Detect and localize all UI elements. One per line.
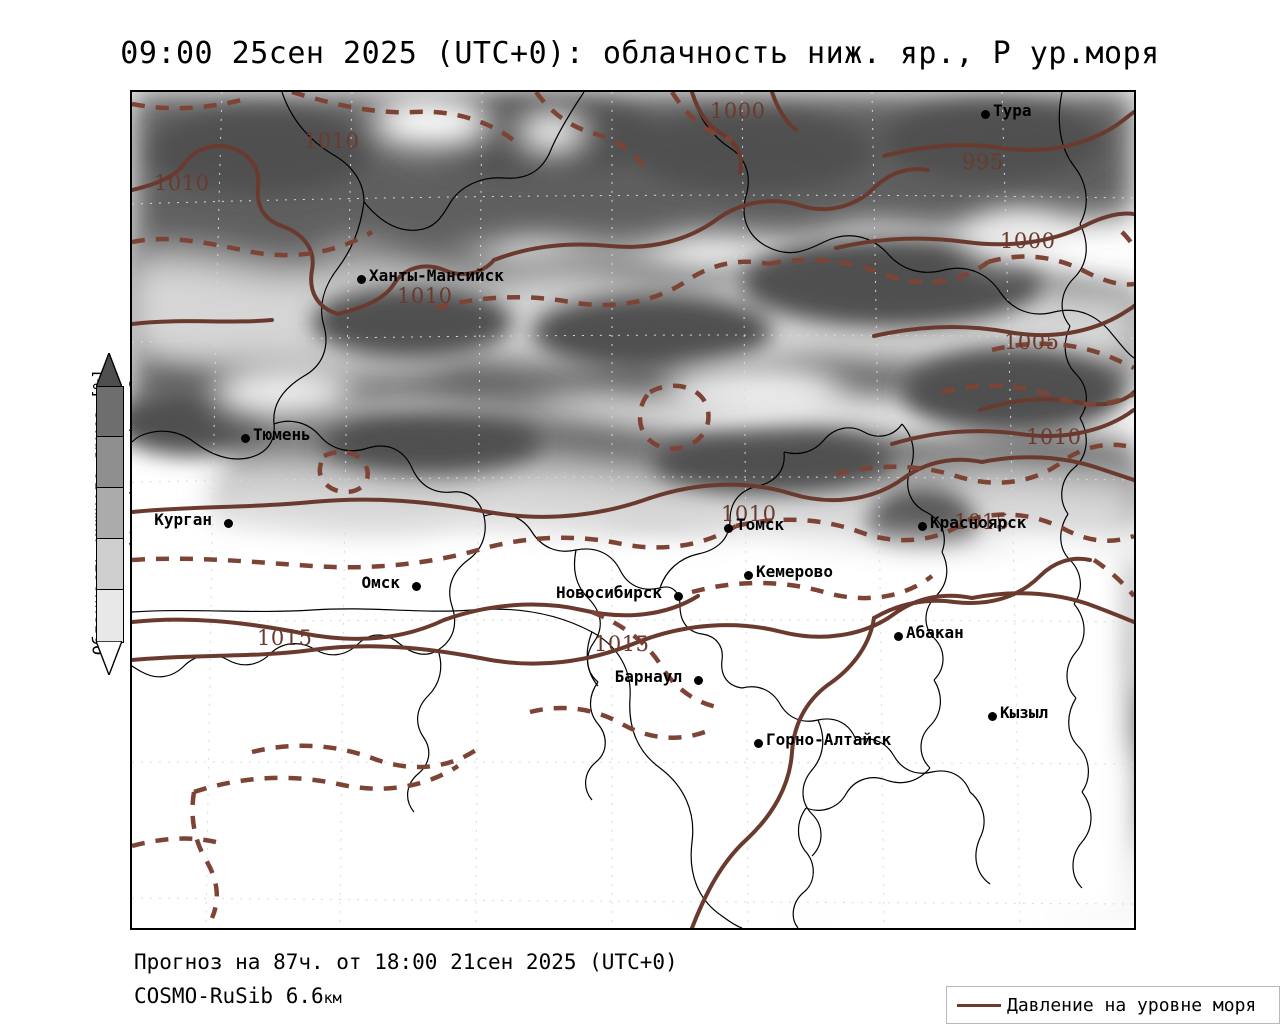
colorbar-segment-90 xyxy=(96,386,124,437)
colorbar-segment-10 xyxy=(96,589,124,643)
city-dot xyxy=(674,592,683,601)
city-dot xyxy=(724,524,733,533)
pressure-legend: Давление на уровне моря xyxy=(946,986,1280,1024)
model-unit: км xyxy=(323,989,342,1007)
city-label: Барнаул xyxy=(614,667,682,686)
pressure-line-swatch xyxy=(957,1003,1001,1007)
contour-label-1015-w: 1015 xyxy=(257,626,313,650)
city-dot xyxy=(988,712,997,721)
colorbar-segment-30 xyxy=(96,538,124,590)
city-label: Кемерово xyxy=(756,562,834,581)
map-layers xyxy=(132,92,1134,928)
city-dot xyxy=(412,582,421,591)
city-label: Горно-Алтайск xyxy=(766,730,892,749)
city-dot xyxy=(754,739,763,748)
city-label: Омск xyxy=(361,573,400,592)
colorbar-segment-50 xyxy=(96,487,124,539)
contour-label-1010-hm: 1010 xyxy=(397,284,453,308)
city-label: Тура xyxy=(993,101,1032,120)
city-label: Кызыл xyxy=(1000,703,1049,722)
contour-label-1015-krsk: 1015 xyxy=(954,510,1010,534)
city-label: Тюмень xyxy=(253,425,311,444)
city-dot xyxy=(224,519,233,528)
contour-label-1010-nw1: 1010 xyxy=(304,129,360,153)
city-label: Томск xyxy=(736,515,785,534)
city-dot xyxy=(357,275,366,284)
colorbar-top-arrow xyxy=(96,353,122,387)
city-dot xyxy=(894,632,903,641)
contour-label-1000-east: 1000 xyxy=(1000,229,1056,253)
contour-label-1015-c: 1015 xyxy=(594,632,650,656)
contour-label-1005: 1005 xyxy=(1004,330,1060,354)
isobars-solid xyxy=(132,92,1134,928)
city-label: Новосибирск xyxy=(556,583,662,602)
contour-label-995: 995 xyxy=(962,150,1004,174)
city-label: Курган xyxy=(154,510,212,529)
isobars-dashed xyxy=(132,92,1134,919)
city-label: Абакан xyxy=(906,623,964,642)
city-dot xyxy=(694,676,703,685)
city-dot xyxy=(918,522,927,531)
contour-label-1010-e: 1010 xyxy=(1026,425,1082,449)
colorbar-segment-70 xyxy=(96,436,124,488)
city-dot xyxy=(241,434,250,443)
city-dot xyxy=(744,571,753,580)
model-info: COSMO-RuSib 6.6км xyxy=(134,984,342,1008)
city-dot xyxy=(981,110,990,119)
forecast-info: Прогноз на 87ч. от 18:00 21сен 2025 (UTC… xyxy=(134,950,678,974)
city-label: Красноярск xyxy=(930,513,1027,532)
colorbar-body: 90 70 50 30 10 xyxy=(96,353,151,675)
city-label: Ханты-Мансийск xyxy=(369,266,504,285)
model-name: COSMO-RuSib 6.6 xyxy=(134,984,324,1008)
pressure-legend-label: Давление на уровне моря xyxy=(1007,994,1257,1016)
map-canvas: 1000 1010 995 1010 1000 1010 1005 1010 1… xyxy=(132,92,1134,928)
colorbar-bottom-arrow xyxy=(96,641,122,675)
contour-label-1000-north: 1000 xyxy=(710,99,766,123)
contour-label-1010-nw2: 1010 xyxy=(154,171,210,195)
contour-label-1010-tomsk: 1010 xyxy=(721,502,777,526)
page-title: 09:00 25сен 2025 (UTC+0): облачность ниж… xyxy=(120,36,1160,71)
weather-map[interactable]: 1000 1010 995 1010 1000 1010 1005 1010 1… xyxy=(130,90,1136,930)
